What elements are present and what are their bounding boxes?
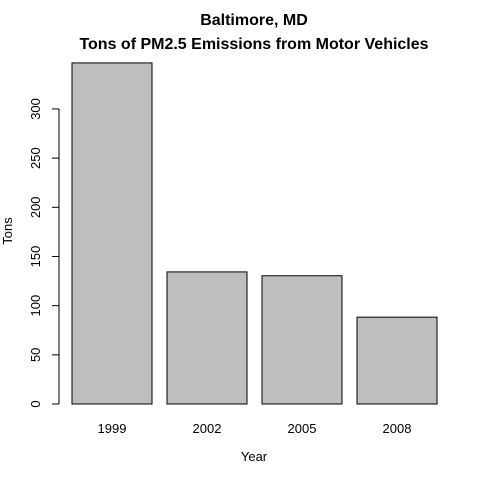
x-axis-label: Year [241,449,268,464]
y-tick-label-50: 50 [28,348,43,362]
bar-1999 [71,62,153,405]
bar-2002 [166,271,248,405]
x-tick-label-1999: 1999 [98,421,127,436]
y-axis-label: Tons [0,217,15,245]
y-tick-label-200: 200 [28,196,43,218]
bar-2005 [261,275,343,405]
x-tick-label-2005: 2005 [288,421,317,436]
bar-2008 [356,316,438,405]
x-tick-label-2008: 2008 [383,421,412,436]
y-tick-label-300: 300 [28,98,43,120]
bars-group [71,62,438,405]
y-tick-label-250: 250 [28,147,43,169]
x-tick-label-2002: 2002 [193,421,222,436]
y-axis: 0 50 100 150 200 250 300 [28,98,60,408]
y-tick-label-150: 150 [28,246,43,268]
chart-subtitle: Tons of PM2.5 Emissions from Motor Vehic… [79,36,428,53]
chart-title: Baltimore, MD [200,12,308,29]
y-tick-label-100: 100 [28,295,43,317]
y-tick-label-0: 0 [28,400,43,407]
x-tick-labels: 1999 2002 2005 2008 [98,421,412,436]
